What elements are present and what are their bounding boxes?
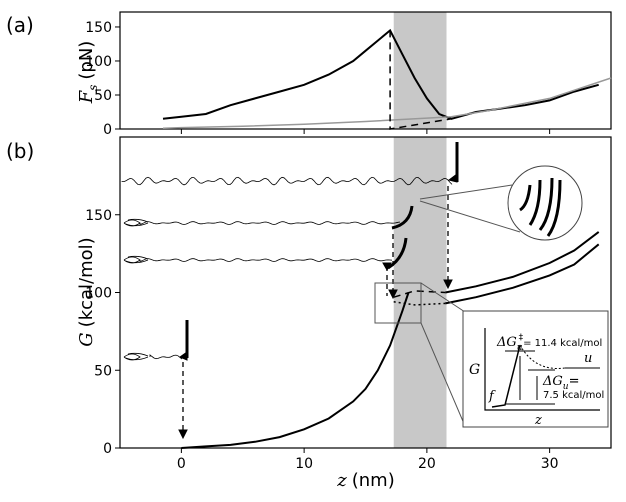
inset-box bbox=[462, 310, 609, 428]
dg-sub: u bbox=[517, 343, 523, 353]
dg-sup: ‡ bbox=[519, 333, 524, 343]
coil bbox=[123, 255, 149, 264]
x-tick-label: 20 bbox=[418, 456, 436, 472]
y-tick-label: 150 bbox=[85, 208, 112, 224]
trace bbox=[121, 176, 453, 186]
y-tick-label: 50 bbox=[94, 88, 112, 104]
y-tick-label: 150 bbox=[85, 20, 112, 36]
y-tick-label: 100 bbox=[85, 54, 112, 70]
inset-arrow bbox=[519, 356, 538, 400]
inset-barrier: ΔGu‡= 11.4 kcal/mol bbox=[496, 333, 602, 353]
coil bbox=[123, 218, 149, 227]
x-label-unit: (nm) bbox=[352, 470, 395, 491]
dg: ΔG bbox=[542, 374, 563, 389]
inset-f: f bbox=[488, 389, 496, 404]
decorations bbox=[178, 142, 609, 440]
trace bbox=[139, 221, 401, 225]
series-line bbox=[389, 30, 452, 130]
dg: ΔG bbox=[496, 335, 517, 350]
x-tick-label: 30 bbox=[541, 456, 559, 472]
hook bbox=[387, 237, 408, 270]
inset-curve bbox=[491, 344, 521, 408]
dg-eq: = bbox=[569, 374, 580, 389]
magnifier bbox=[507, 165, 583, 241]
zoom-line bbox=[420, 282, 466, 427]
bands bbox=[393, 12, 447, 448]
arrowhead bbox=[447, 173, 458, 183]
inset-g: G bbox=[469, 362, 480, 378]
hook bbox=[519, 177, 562, 237]
panel-label: (b) bbox=[6, 139, 34, 163]
plots: 0 50 100 150 0 50 100 150 0 10 20 30 bbox=[85, 11, 612, 472]
inset-level bbox=[505, 350, 555, 405]
arrowhead bbox=[178, 429, 188, 440]
y-label-symbol: F bbox=[76, 89, 97, 104]
inset-z: z bbox=[534, 413, 542, 428]
y-axis-label: Fs (pN) bbox=[76, 41, 100, 105]
dg-value: 7.5 kcal/mol bbox=[543, 390, 604, 401]
inset-curve bbox=[519, 344, 566, 370]
trace bbox=[139, 258, 393, 262]
y-label-symbol: G bbox=[76, 332, 97, 346]
arrowhead bbox=[388, 289, 398, 300]
series-line bbox=[181, 292, 410, 449]
inset-axis bbox=[484, 328, 600, 411]
trace bbox=[149, 354, 183, 360]
x-tick-label: 0 bbox=[177, 456, 186, 472]
inset-text: G z f u ΔGu‡= 11.4 kcal/mol ΔGu= 7.5 kca… bbox=[469, 333, 604, 428]
x-axis-label: z (nm) bbox=[336, 470, 394, 491]
x-label-symbol: z bbox=[336, 470, 347, 491]
hook bbox=[391, 205, 414, 230]
series-line bbox=[162, 28, 599, 120]
y-tick-label: 0 bbox=[103, 122, 112, 138]
dg-value: = 11.4 kcal/mol bbox=[523, 338, 602, 349]
inset-u: u bbox=[584, 351, 592, 366]
inset-dg: ΔGu= bbox=[542, 374, 579, 392]
arrowhead bbox=[443, 279, 453, 290]
x-tick-label: 10 bbox=[295, 456, 313, 472]
y-tick-label: 50 bbox=[94, 363, 112, 379]
series-line bbox=[393, 301, 446, 306]
series-line bbox=[162, 77, 612, 130]
dg-sub: u bbox=[563, 382, 569, 392]
band bbox=[393, 137, 447, 448]
y-axis-label: G (kcal/mol) bbox=[76, 237, 97, 346]
zoom-line bbox=[419, 184, 521, 233]
y-label-sub: s bbox=[86, 85, 100, 91]
series-line bbox=[445, 231, 600, 294]
panel-label: (a) bbox=[6, 13, 34, 37]
y-tick-label: 0 bbox=[103, 441, 112, 457]
plot-frame bbox=[119, 11, 612, 130]
coil bbox=[123, 352, 149, 361]
y-label-unit: (kcal/mol) bbox=[76, 237, 97, 327]
series-line bbox=[445, 243, 600, 305]
y-tick-label: 100 bbox=[85, 286, 112, 302]
y-label-unit: (pN) bbox=[76, 41, 97, 80]
arrowhead bbox=[178, 351, 188, 361]
band bbox=[393, 12, 447, 129]
zoom-box bbox=[374, 282, 422, 324]
